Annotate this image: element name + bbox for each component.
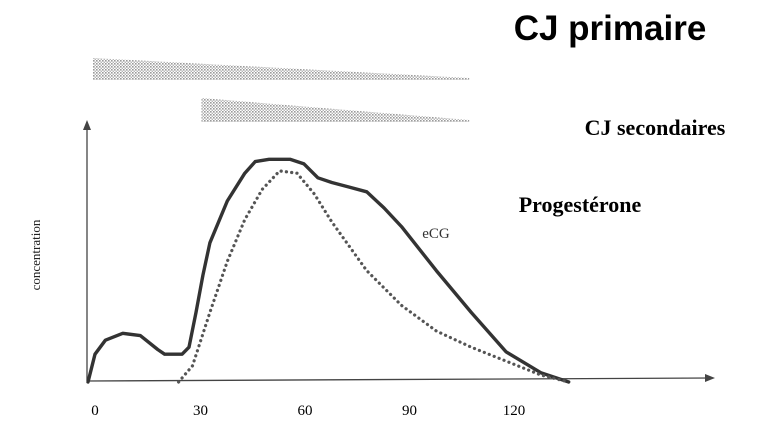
series-line-progesterone [86, 157, 571, 384]
x-tick-label: 120 [503, 403, 526, 419]
axes [83, 120, 715, 382]
x-tick-label: 60 [298, 403, 313, 419]
x-axis-arrow [705, 374, 715, 382]
y-axis-title: concentration [28, 219, 43, 290]
x-ticks: 0 30 60 90 120 [91, 403, 525, 419]
series-labels: Progestérone eCG [422, 192, 641, 242]
series-lines [86, 157, 571, 384]
x-tick-label: 90 [402, 403, 417, 419]
band-secondary [201, 98, 470, 122]
x-axis-line [86, 377, 712, 382]
y-axis-arrow [83, 120, 91, 130]
series-label-progesterone: Progestérone [519, 192, 642, 217]
x-tick-label: 30 [193, 403, 208, 419]
chart-title: CJ primaire [514, 9, 707, 48]
stippled-bands [93, 58, 470, 122]
x-tick-label: 0 [91, 403, 99, 419]
series-line-ecg [177, 169, 571, 384]
series-label-ecg: eCG [422, 226, 450, 242]
band-primary [93, 58, 470, 80]
band-label-secondary: CJ secondaires [585, 115, 726, 140]
